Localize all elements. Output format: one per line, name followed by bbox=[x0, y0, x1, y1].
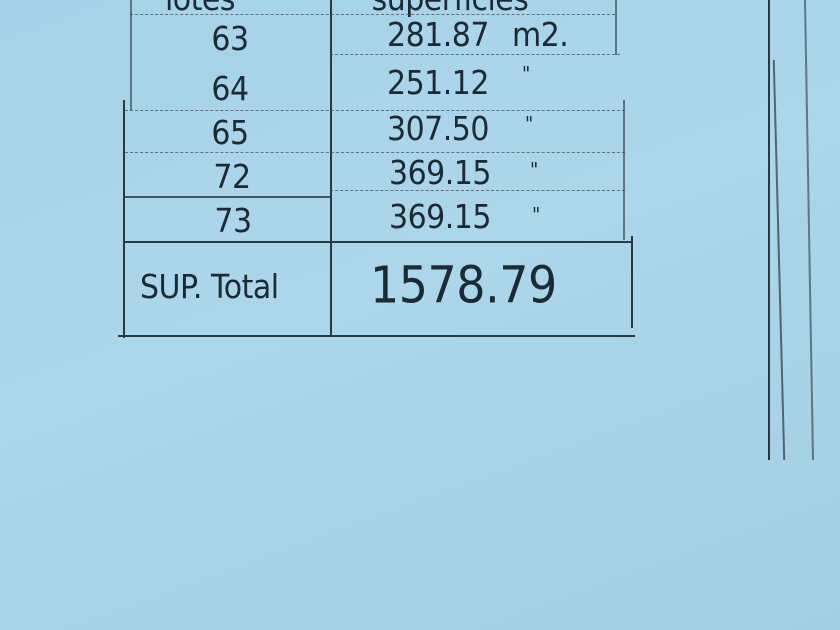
table-border-right-top bbox=[615, 0, 617, 55]
header-divider bbox=[130, 14, 615, 16]
lot-number: 73 bbox=[214, 202, 252, 241]
area-value: 307.50 bbox=[387, 110, 489, 149]
area-unit: m2. bbox=[512, 16, 569, 55]
total-label: SUP. Total bbox=[140, 268, 279, 307]
lot-number: 65 bbox=[211, 114, 249, 153]
ditto-mark: " bbox=[530, 158, 538, 183]
ditto-mark: " bbox=[525, 112, 533, 137]
table-border-right-mid bbox=[623, 100, 625, 240]
row-divider bbox=[123, 196, 330, 198]
table-border-left bbox=[123, 100, 125, 338]
page-edge-line bbox=[772, 60, 785, 460]
table-border-right bbox=[631, 236, 633, 328]
row-divider bbox=[330, 54, 620, 56]
area-value: 251.12 bbox=[387, 64, 489, 103]
area-value: 369.15 bbox=[389, 198, 491, 237]
table-border-bottom bbox=[118, 335, 635, 337]
lot-number: 64 bbox=[211, 70, 249, 109]
lot-number: 72 bbox=[213, 158, 251, 197]
table-border-left-top bbox=[130, 0, 132, 110]
area-value: 369.15 bbox=[389, 154, 491, 193]
column-divider bbox=[330, 0, 332, 336]
page-edge-line bbox=[803, 0, 814, 460]
page-edge-line bbox=[768, 0, 770, 460]
ditto-mark: " bbox=[522, 62, 530, 87]
row-divider bbox=[330, 190, 625, 192]
lot-number: 63 bbox=[211, 20, 249, 59]
total-divider bbox=[123, 241, 633, 243]
area-value: 281.87 bbox=[387, 16, 489, 55]
row-divider bbox=[125, 152, 625, 154]
ditto-mark: " bbox=[532, 203, 540, 228]
total-value: 1578.79 bbox=[370, 255, 557, 315]
row-divider bbox=[125, 110, 625, 112]
